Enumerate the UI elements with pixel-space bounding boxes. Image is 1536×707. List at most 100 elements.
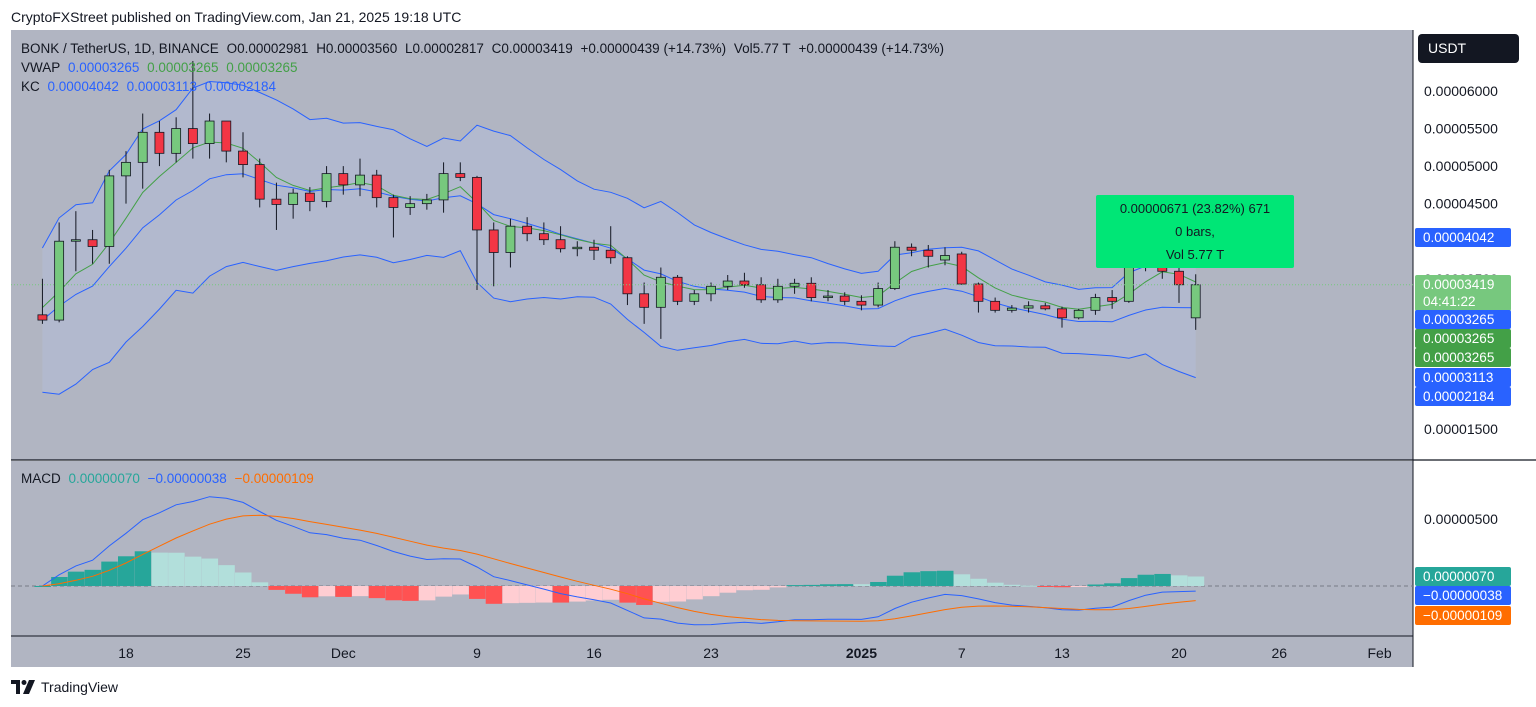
candle-body[interactable] xyxy=(421,199,432,205)
kc-mid-tag: 0.00003113 xyxy=(1415,368,1511,387)
candle-body[interactable] xyxy=(956,253,967,285)
candle-body[interactable] xyxy=(154,131,165,154)
macd-histogram-bar xyxy=(769,586,787,588)
candle xyxy=(254,158,265,208)
candle-body[interactable] xyxy=(756,284,767,301)
candle-body[interactable] xyxy=(806,282,817,298)
candle-body[interactable] xyxy=(288,192,299,205)
candle-body[interactable] xyxy=(87,239,98,247)
candle-body[interactable] xyxy=(572,246,583,250)
candle-body[interactable] xyxy=(1123,263,1134,302)
candle xyxy=(706,282,716,302)
footer-brand[interactable]: TradingView xyxy=(11,679,118,695)
candle-body[interactable] xyxy=(722,280,733,287)
macd-histogram-bar xyxy=(1054,586,1071,588)
candle-body[interactable] xyxy=(204,120,215,144)
candle-body[interactable] xyxy=(121,161,131,177)
time-tick-label: 20 xyxy=(1171,645,1187,661)
candle-body[interactable] xyxy=(538,233,549,241)
candle-body[interactable] xyxy=(1090,297,1101,311)
candle-body[interactable] xyxy=(839,295,850,302)
candle-body[interactable] xyxy=(1023,305,1034,309)
candle-body[interactable] xyxy=(639,293,650,308)
macd-histogram-bar xyxy=(703,586,720,597)
candle-body[interactable] xyxy=(455,173,466,178)
candle xyxy=(689,290,700,306)
candle-body[interactable] xyxy=(1073,309,1084,319)
candle-body[interactable] xyxy=(906,246,917,251)
candle xyxy=(956,251,967,285)
vwap-label[interactable]: VWAP xyxy=(21,60,61,75)
high-value: H0.00003560 xyxy=(316,41,398,56)
candle-body[interactable] xyxy=(622,257,633,295)
candle-body[interactable] xyxy=(923,249,934,257)
volume-change-value: +0.00000439 (+14.73%) xyxy=(798,41,945,56)
candle-body[interactable] xyxy=(1190,284,1201,319)
kc-lower-tag: 0.00002184 xyxy=(1415,387,1511,406)
candle-body[interactable] xyxy=(137,131,148,163)
candle-body[interactable] xyxy=(672,276,683,302)
candle-body[interactable] xyxy=(940,255,950,261)
candle-body[interactable] xyxy=(889,246,900,289)
candle-body[interactable] xyxy=(405,203,416,208)
candle xyxy=(505,218,516,268)
candle-body[interactable] xyxy=(254,164,265,200)
candle-body[interactable] xyxy=(488,229,499,253)
candle-body[interactable] xyxy=(1040,305,1051,310)
candle-body[interactable] xyxy=(555,239,566,250)
candle-body[interactable] xyxy=(505,225,516,253)
macd-histogram-bar xyxy=(452,586,469,595)
macd-histogram-bar xyxy=(469,586,486,599)
candle-body[interactable] xyxy=(706,285,716,295)
candle-body[interactable] xyxy=(1174,270,1184,286)
candle xyxy=(1023,301,1034,313)
macd-histogram-bar xyxy=(903,572,921,586)
candle-body[interactable] xyxy=(70,239,81,242)
macd-histogram-bar xyxy=(602,586,620,600)
kc-band-fill xyxy=(42,81,1196,395)
candle-body[interactable] xyxy=(856,300,867,306)
kc-value-lower: 0.00002184 xyxy=(204,79,277,94)
candle-body[interactable] xyxy=(1107,297,1118,302)
candle-body[interactable] xyxy=(54,240,65,321)
candle-body[interactable] xyxy=(221,120,232,152)
candle-body[interactable] xyxy=(388,197,399,208)
candle-body[interactable] xyxy=(37,314,48,321)
kc-label[interactable]: KC xyxy=(21,79,40,94)
candle-body[interactable] xyxy=(187,128,198,144)
candle-body[interactable] xyxy=(1006,307,1017,311)
candle-body[interactable] xyxy=(321,173,332,202)
candle-body[interactable] xyxy=(171,128,182,154)
candle-body[interactable] xyxy=(104,175,115,247)
candle-body[interactable] xyxy=(238,150,248,166)
open-value: O0.00002981 xyxy=(226,41,309,56)
candle-body[interactable] xyxy=(271,198,282,205)
candle-body[interactable] xyxy=(522,225,533,235)
candle-body[interactable] xyxy=(973,283,984,302)
candle-body[interactable] xyxy=(990,300,1001,311)
candle-body[interactable] xyxy=(371,174,382,199)
macd-histogram-bar xyxy=(235,572,252,586)
vwap-tag: 0.00003265 xyxy=(1415,310,1511,329)
candle-body[interactable] xyxy=(823,295,833,298)
candle-body[interactable] xyxy=(605,249,616,259)
candle-body[interactable] xyxy=(689,293,700,302)
macd-histogram-bar xyxy=(285,586,302,594)
candle-body[interactable] xyxy=(304,192,315,202)
candle-body[interactable] xyxy=(355,174,365,186)
candle-body[interactable] xyxy=(739,280,750,286)
candle-body[interactable] xyxy=(472,176,482,231)
macd-label[interactable]: MACD xyxy=(21,471,61,486)
candle-body[interactable] xyxy=(1057,308,1067,319)
candle-body[interactable] xyxy=(873,288,884,306)
candle-body[interactable] xyxy=(589,246,599,251)
candle-body[interactable] xyxy=(438,173,449,201)
candle-body[interactable] xyxy=(772,285,783,301)
currency-button[interactable]: USDT xyxy=(1418,34,1519,63)
time-tick-label: 26 xyxy=(1271,645,1287,661)
candle-body[interactable] xyxy=(338,173,349,186)
candle xyxy=(555,226,566,253)
candle-body[interactable] xyxy=(655,276,666,308)
symbol-label[interactable]: BONK / TetherUS, 1D, BINANCE xyxy=(21,41,219,56)
